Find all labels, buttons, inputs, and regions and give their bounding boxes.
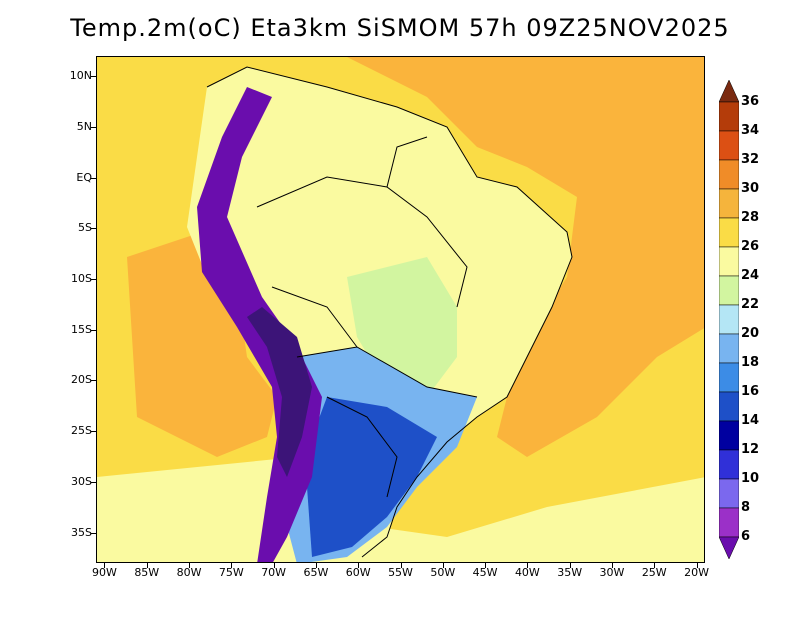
lon-tick-label: 30W xyxy=(599,566,625,579)
lat-tick-label: EQ xyxy=(76,170,92,184)
lat-tick-mark xyxy=(91,279,96,281)
colorbar-swatch xyxy=(719,275,739,306)
lon-tick-label: 25W xyxy=(641,566,667,579)
lat-tick-mark xyxy=(91,228,96,230)
lon-tick-mark xyxy=(400,563,402,568)
lon-tick-mark xyxy=(231,563,233,568)
temperature-map xyxy=(96,56,705,563)
colorbar-label: 30 xyxy=(741,181,760,196)
colorbar-swatch xyxy=(719,304,739,335)
lon-tick-mark xyxy=(485,563,487,568)
lon-tick-mark xyxy=(442,563,444,568)
lon-tick-mark xyxy=(654,563,656,568)
colorbar-swatch xyxy=(719,101,739,132)
lat-tick-mark xyxy=(91,532,96,534)
lon-tick-label: 60W xyxy=(345,566,371,579)
lat-tick-mark xyxy=(91,126,96,128)
lon-tick-label: 35W xyxy=(557,566,583,579)
lon-tick-label: 50W xyxy=(430,566,456,579)
colorbar-label: 14 xyxy=(741,413,760,428)
colorbar-swatch xyxy=(719,507,739,538)
lat-tick-mark xyxy=(91,431,96,433)
lon-tick-label: 90W xyxy=(92,566,117,579)
lon-tick-mark xyxy=(189,563,191,568)
colorbar-label: 20 xyxy=(741,326,760,341)
lon-tick-mark xyxy=(527,563,529,568)
temperature-colorbar xyxy=(719,80,739,560)
colorbar-swatch xyxy=(719,333,739,364)
lon-tick-mark xyxy=(611,563,613,568)
colorbar-label: 26 xyxy=(741,239,760,254)
colorbar-label: 32 xyxy=(741,152,760,167)
lon-tick-label: 65W xyxy=(303,566,329,579)
lon-tick-mark xyxy=(315,563,317,568)
colorbar-swatch xyxy=(719,246,739,277)
lon-tick-label: 75W xyxy=(218,566,244,579)
lat-tick-label: 25S xyxy=(71,424,92,438)
lat-tick-label: 15S xyxy=(71,322,92,336)
lat-tick-mark xyxy=(91,481,96,483)
colorbar-swatch xyxy=(719,362,739,393)
land-cold-region xyxy=(307,397,437,557)
colorbar-swatch xyxy=(719,159,739,190)
colorbar-label: 34 xyxy=(741,123,760,138)
colorbar-min-triangle xyxy=(719,536,739,560)
colorbar-label: 24 xyxy=(741,268,760,283)
lat-tick-label: 35S xyxy=(71,525,92,539)
colorbar-label: 10 xyxy=(741,471,760,486)
lat-tick-mark xyxy=(91,380,96,382)
lon-tick-label: 85W xyxy=(134,566,160,579)
lon-tick-mark xyxy=(146,563,148,568)
lat-tick-mark xyxy=(91,177,96,179)
lon-tick-mark xyxy=(696,563,698,568)
lon-tick-label: 45W xyxy=(472,566,498,579)
lon-tick-mark xyxy=(358,563,360,568)
colorbar-swatch xyxy=(719,478,739,509)
andes-cold-core xyxy=(247,307,312,477)
colorbar-swatch xyxy=(719,391,739,422)
colorbar-max-triangle xyxy=(719,80,739,103)
lon-tick-label: 70W xyxy=(261,566,287,579)
lat-tick-label: 10N xyxy=(69,69,92,83)
map-title: Temp.2m(oC) Eta3km SiSMOM 57h 09Z25NOV20… xyxy=(70,14,730,42)
colorbar-swatch xyxy=(719,420,739,451)
colorbar-swatch xyxy=(719,217,739,248)
lat-tick-label: 30S xyxy=(71,474,92,488)
pacific-warm-region xyxy=(127,227,277,457)
temperature-field xyxy=(97,57,704,562)
lon-tick-label: 55W xyxy=(388,566,413,579)
colorbar-swatch xyxy=(719,130,739,161)
colorbar-swatch xyxy=(719,449,739,480)
lon-tick-label: 40W xyxy=(514,566,540,579)
lon-tick-mark xyxy=(569,563,571,568)
colorbar-label: 12 xyxy=(741,442,760,457)
colorbar-label: 36 xyxy=(741,94,760,109)
colorbar-label: 6 xyxy=(741,529,751,544)
lat-tick-label: 5N xyxy=(76,119,92,133)
country-borders xyxy=(206,66,573,558)
southern-cool-region xyxy=(97,457,704,562)
colorbar-label: 22 xyxy=(741,297,760,312)
lat-tick-mark xyxy=(91,329,96,331)
lon-tick-label: 80W xyxy=(176,566,202,579)
lon-tick-mark xyxy=(273,563,275,568)
colorbar-label: 18 xyxy=(741,355,760,370)
lat-tick-label: 20S xyxy=(71,373,92,387)
colorbar-label: 16 xyxy=(741,384,760,399)
colorbar-swatch xyxy=(719,188,739,219)
colorbar-label: 28 xyxy=(741,210,760,225)
lat-tick-mark xyxy=(91,76,96,78)
atlantic-warm-region xyxy=(347,57,704,457)
lon-tick-label: 20W xyxy=(684,566,709,579)
colorbar-label: 8 xyxy=(741,500,751,515)
lat-tick-label: 10S xyxy=(71,272,92,286)
lat-tick-label: 5S xyxy=(78,221,92,235)
lon-tick-mark xyxy=(104,563,106,568)
